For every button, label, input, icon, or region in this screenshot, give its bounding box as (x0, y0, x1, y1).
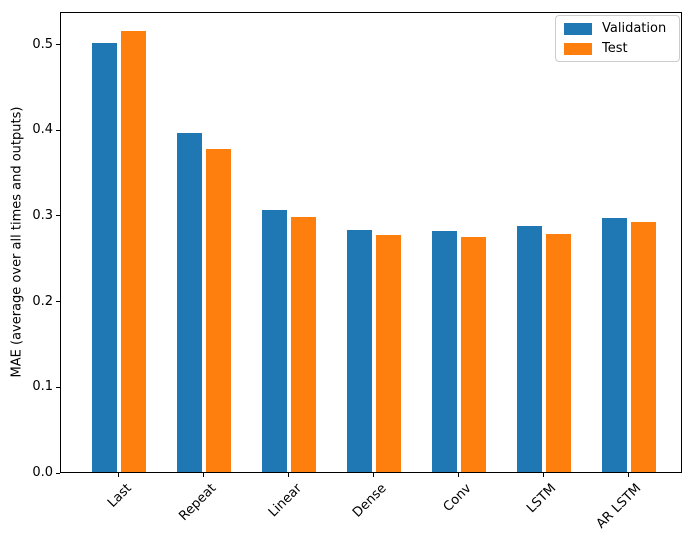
x-tick-label-ar-lstm: AR LSTM (593, 481, 645, 532)
bar-validation-repeat (177, 132, 202, 472)
y-tick-label: 0.5 (32, 36, 53, 52)
bar-test-last (121, 30, 146, 472)
bar-validation-ar-lstm (602, 217, 627, 472)
bar-test-ar-lstm (631, 221, 656, 472)
x-tick-mark (457, 473, 459, 477)
legend-entry-validation: Validation (564, 20, 671, 36)
bar-test-lstm (546, 233, 571, 472)
plot-area (60, 12, 682, 473)
bar-test-dense (376, 234, 401, 472)
y-tick-mark (56, 301, 60, 303)
x-tick-mark (287, 473, 289, 477)
y-tick-mark (56, 386, 60, 388)
x-tick-mark (542, 473, 544, 477)
legend-label: Test (602, 40, 628, 56)
x-tick-mark (627, 473, 629, 477)
y-tick-label: 0.4 (32, 122, 53, 138)
y-tick-mark (56, 129, 60, 131)
legend-entry-test: Test (564, 40, 671, 56)
x-tick-mark (117, 473, 119, 477)
y-tick-mark (56, 472, 60, 474)
bar-validation-lstm (517, 226, 542, 472)
x-tick-label-lstm: LSTM (524, 481, 560, 517)
x-tick-label-repeat: Repeat (176, 481, 220, 524)
y-tick-label: 0.0 (32, 465, 53, 480)
y-tick-mark (56, 215, 60, 217)
x-tick-label-last: Last (104, 481, 135, 511)
x-tick-label-linear: Linear (265, 481, 305, 521)
y-tick-mark (56, 44, 60, 46)
y-tick-label: 0.1 (32, 379, 53, 395)
bar-test-linear (291, 216, 316, 472)
bar-validation-last (92, 42, 117, 472)
x-tick-mark (372, 473, 374, 477)
bar-validation-dense (347, 230, 372, 472)
bar-test-conv (461, 237, 486, 472)
bar-test-repeat (206, 149, 231, 472)
legend-color-patch-validation (564, 22, 592, 35)
bar-validation-linear (262, 209, 287, 472)
legend-label: Validation (602, 20, 667, 36)
y-axis-label: MAE (average over all times and outputs) (9, 106, 25, 378)
bar-validation-conv (432, 231, 457, 472)
y-tick-label: 0.3 (32, 207, 53, 223)
y-tick-label: 0.2 (32, 293, 53, 309)
x-tick-mark (202, 473, 204, 477)
legend: Validation Test (555, 15, 680, 62)
x-tick-label-dense: Dense (349, 481, 390, 521)
x-tick-label-conv: Conv (440, 481, 475, 515)
legend-color-patch-test (564, 42, 592, 55)
